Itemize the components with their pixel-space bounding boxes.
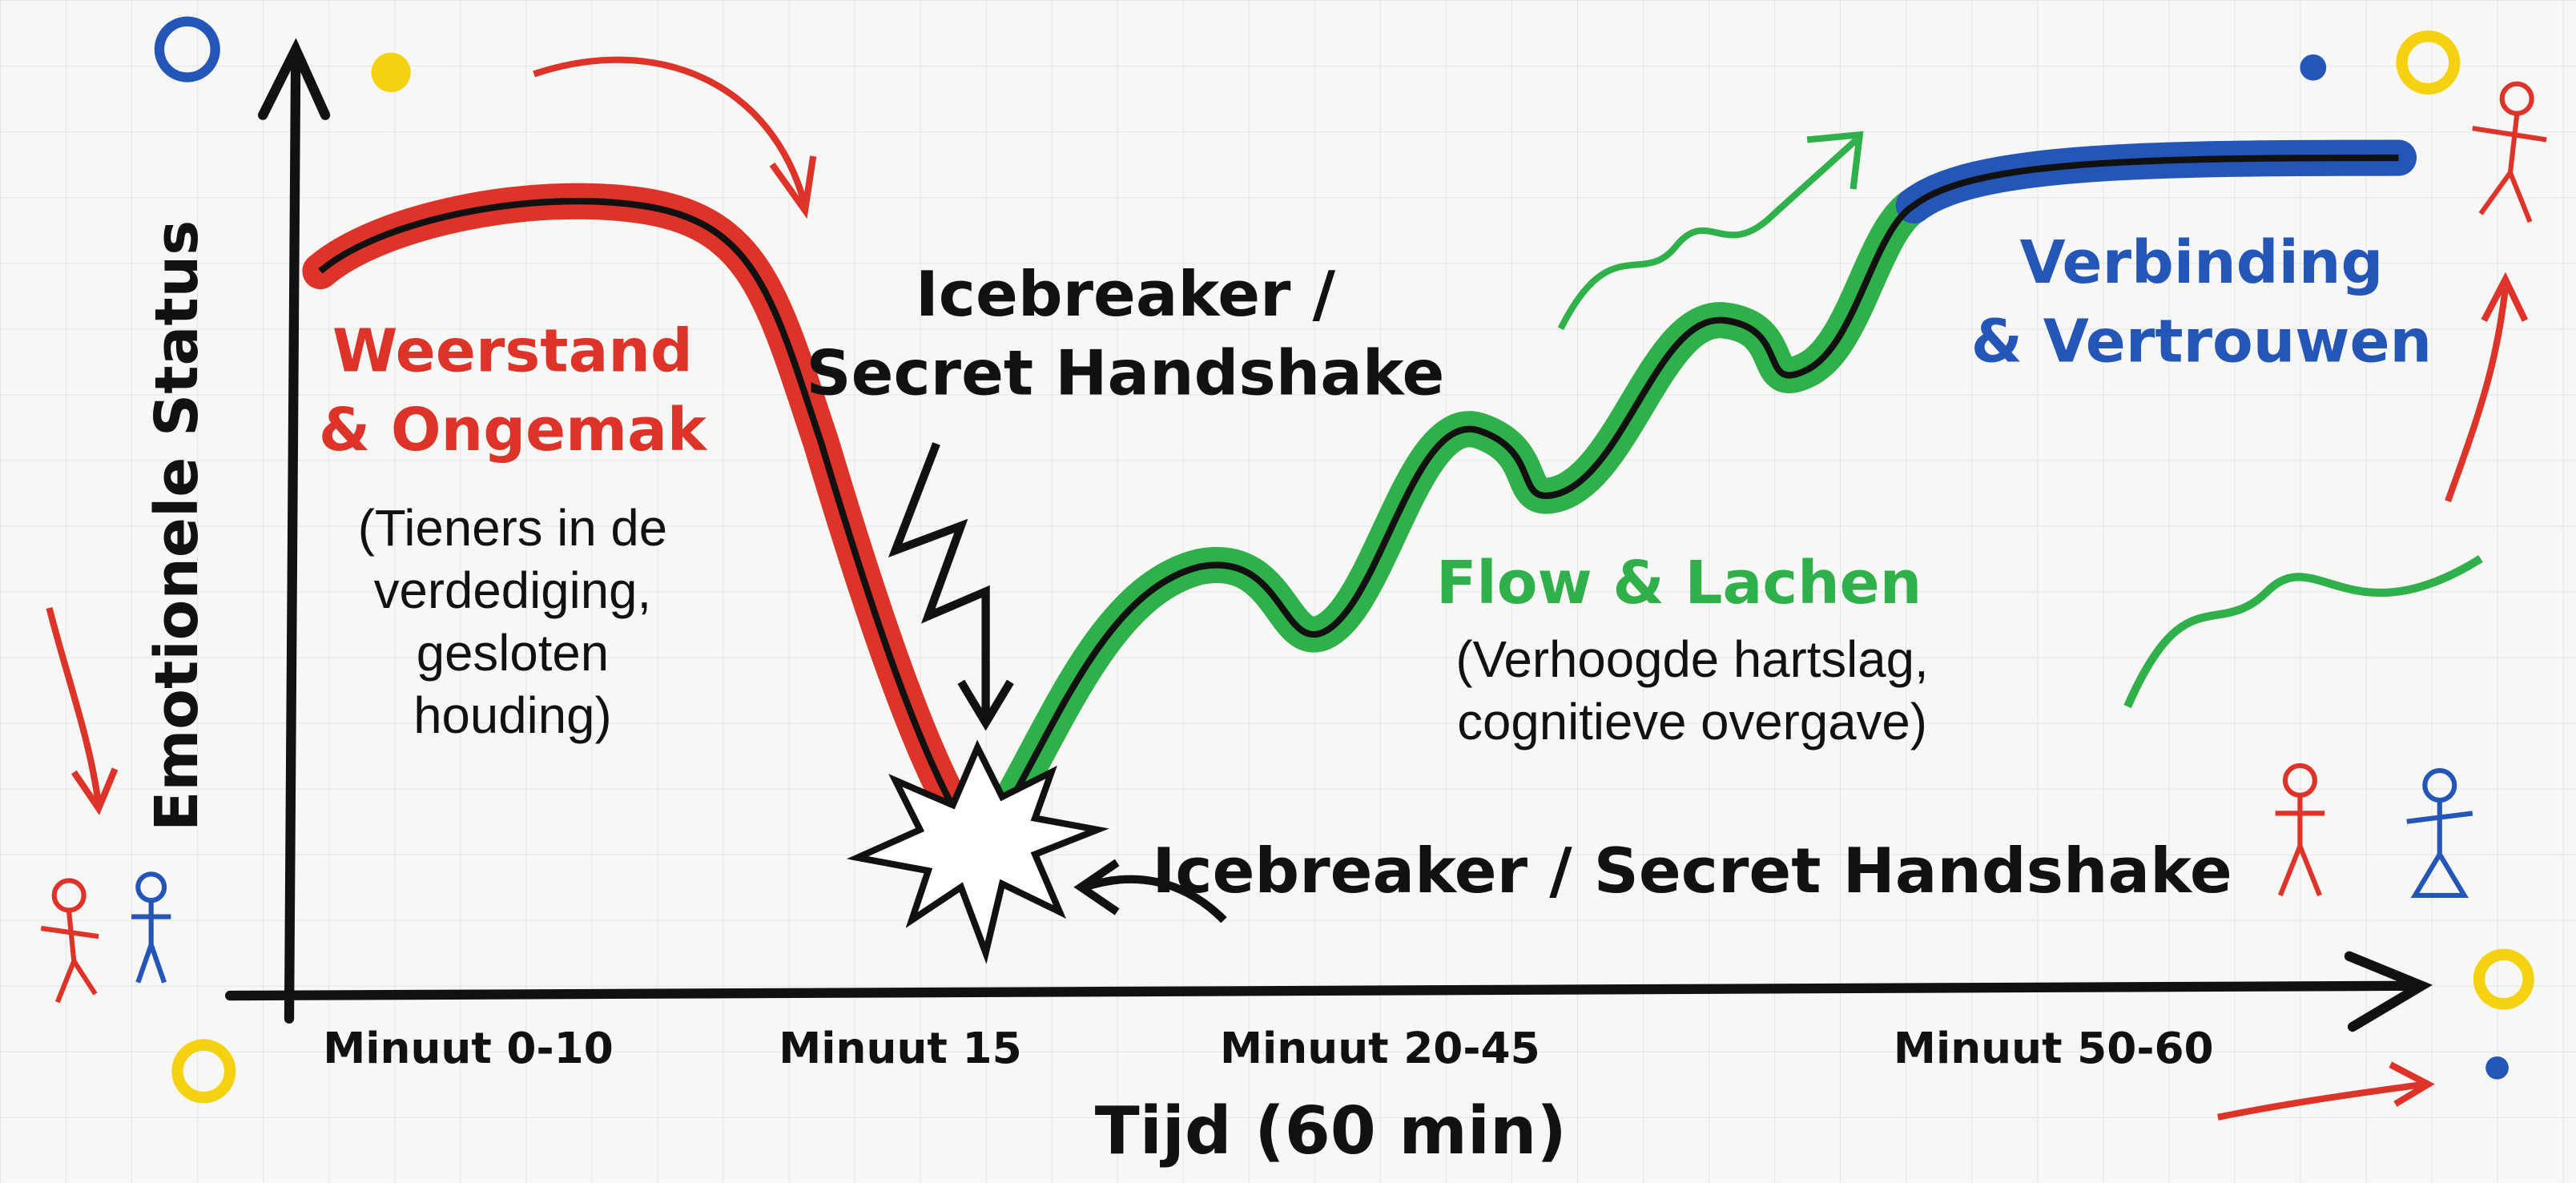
phase-description: (Verhoogde hartslag, bbox=[1455, 631, 1928, 688]
time-labels: Minuut 0-10 Minuut 15 Minuut 20-45 Minuut 5… bbox=[323, 1024, 2213, 1073]
phase-title: & Ongemak bbox=[319, 396, 708, 465]
diagram: Emotionele Status Tijd (60 min) Minuut 0… bbox=[0, 0, 2576, 1183]
page: {"diagram": { "y_axis_label": "Emotionel… bbox=[0, 0, 2576, 1183]
phase-title: Flow & Lachen bbox=[1436, 549, 1922, 618]
phase-title: Secret Handshake bbox=[807, 337, 1445, 409]
y-axis-label: Emotionele Status bbox=[143, 220, 211, 831]
deco-dot bbox=[2485, 1056, 2509, 1080]
phase-title: Verbinding bbox=[2019, 228, 2383, 297]
time-label: Minuut 50-60 bbox=[1894, 1024, 2214, 1073]
deco-dot bbox=[372, 53, 411, 92]
phase-title: & Vertrouwen bbox=[1971, 307, 2432, 376]
phase-description: houding) bbox=[413, 687, 611, 744]
turning-point-label: Icebreaker / Secret Handshake bbox=[1152, 835, 2232, 907]
x-axis-label: Tijd (60 min) bbox=[1095, 1093, 1567, 1169]
phase-title: Weerstand bbox=[332, 317, 693, 386]
phase-description: cognitieve overgave) bbox=[1457, 694, 1927, 750]
phase-description: (Tieners in de bbox=[358, 500, 667, 557]
phase-description: gesloten bbox=[417, 625, 609, 682]
deco-dot bbox=[2300, 54, 2326, 81]
phase-title: Icebreaker / bbox=[916, 259, 1336, 331]
phase-description: verdediging, bbox=[374, 562, 651, 619]
time-label: Minuut 20-45 bbox=[1220, 1024, 1540, 1073]
time-label: Minuut 0-10 bbox=[323, 1024, 614, 1073]
time-label: Minuut 15 bbox=[779, 1024, 1021, 1073]
